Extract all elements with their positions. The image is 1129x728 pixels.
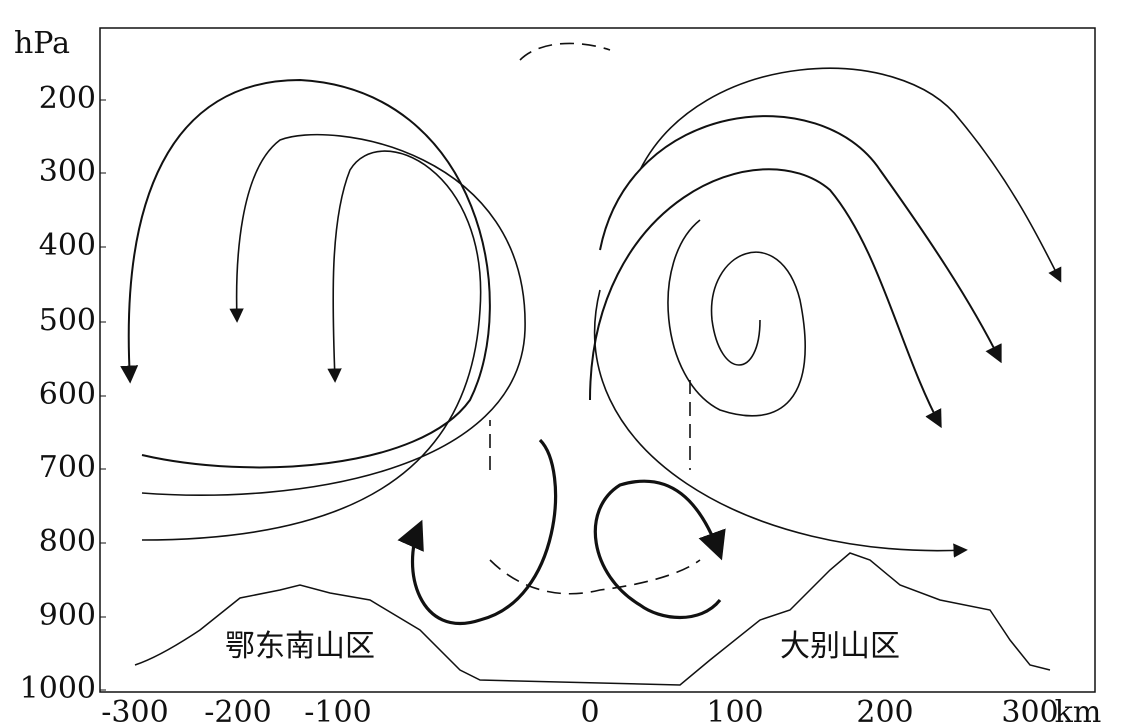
terrain xyxy=(134,552,1051,686)
y-tick-label: 600 xyxy=(39,377,96,412)
x-tick-label: 100 xyxy=(706,695,763,728)
y-tick-label: 500 xyxy=(39,303,96,338)
streamlines xyxy=(120,42,1062,625)
x-tick-label: 300 xyxy=(1001,695,1058,728)
plot-frame xyxy=(99,27,1096,693)
y-tick-label: 900 xyxy=(39,598,96,633)
y-unit: hPa xyxy=(14,26,70,61)
x-tick-label: -100 xyxy=(304,695,371,728)
x-unit: km xyxy=(1055,695,1102,728)
y-tick-label: 400 xyxy=(39,228,96,263)
y-tick-label: 1000 xyxy=(20,671,96,706)
x-tick-label: -200 xyxy=(204,695,271,728)
y-tick-label: 700 xyxy=(39,450,96,485)
y-tick-label: 800 xyxy=(39,524,96,559)
y-tick-label: 200 xyxy=(39,81,96,116)
x-tick-label: 200 xyxy=(856,695,913,728)
x-tick-label: 0 xyxy=(580,695,599,728)
region-label: 大别山区 xyxy=(780,629,900,664)
region-label: 鄂东南山区 xyxy=(225,629,375,664)
y-tick-label: 300 xyxy=(39,154,96,189)
x-tick-label: -300 xyxy=(101,695,168,728)
